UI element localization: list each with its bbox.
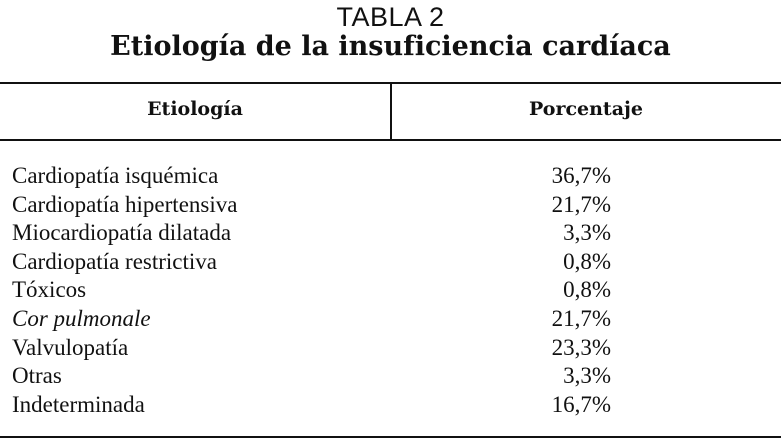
row-value: 23,3% bbox=[551, 334, 611, 360]
row-label: Tóxicos bbox=[12, 277, 87, 303]
row-value: 0,8% bbox=[563, 277, 611, 303]
table-label: TABLA 2 bbox=[336, 2, 445, 32]
row-label: Miocardiopatía dilatada bbox=[12, 220, 232, 246]
row-label: Indeterminada bbox=[12, 391, 145, 417]
table-title: Etiología de la insuficiencia cardíaca bbox=[110, 31, 671, 62]
column-header: Porcentaje bbox=[529, 98, 643, 120]
row-value: 0,8% bbox=[563, 248, 611, 274]
row-value: 36,7% bbox=[551, 163, 611, 188]
header-divider bbox=[390, 84, 392, 140]
bottom-rule bbox=[0, 436, 781, 438]
row-label: Cardiopatía hipertensiva bbox=[12, 191, 238, 217]
row-value: 21,7% bbox=[551, 306, 611, 331]
column-header: Etiología bbox=[147, 98, 243, 120]
row-label: Cardiopatía isquémica bbox=[12, 163, 219, 188]
row-value: 21,7% bbox=[551, 191, 611, 217]
row-value: 16,7% bbox=[551, 391, 611, 417]
row-value: 3,3% bbox=[563, 220, 611, 246]
row-value: 3,3% bbox=[563, 363, 611, 389]
row-label: Otras bbox=[12, 363, 62, 389]
top-rule bbox=[0, 82, 781, 84]
row-label: Valvulopatía bbox=[12, 334, 129, 360]
row-label: Cor pulmonale bbox=[12, 306, 151, 331]
row-label: Cardiopatía restrictiva bbox=[12, 248, 218, 274]
header-rule bbox=[0, 139, 781, 141]
